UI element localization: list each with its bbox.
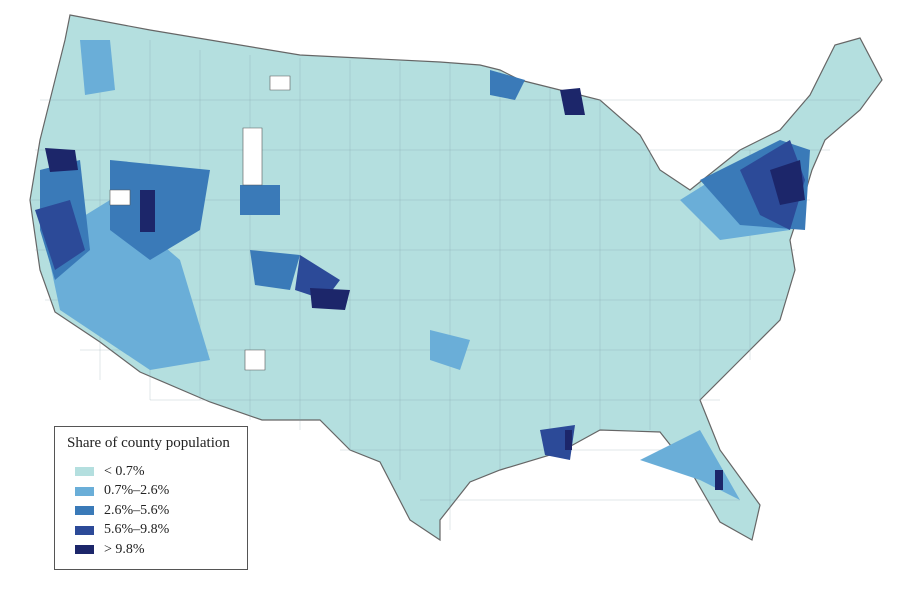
legend-swatch xyxy=(75,486,94,496)
share-over-9.8-regions xyxy=(45,88,805,490)
legend-label: < 0.7% xyxy=(104,463,145,479)
share-5.6-9.8-regions xyxy=(35,140,805,460)
legend-swatch xyxy=(75,525,94,535)
legend-swatch xyxy=(75,467,94,477)
legend-item: 0.7%–2.6% xyxy=(67,482,235,502)
legend-label: 0.7%–2.6% xyxy=(104,483,170,499)
legend-item: < 0.7% xyxy=(67,462,235,482)
legend-label: > 9.8% xyxy=(104,541,145,557)
legend-label: 2.6%–5.6% xyxy=(104,502,170,518)
no-data-counties xyxy=(109,75,291,371)
legend-item: 2.6%–5.6% xyxy=(67,501,235,521)
legend-label: 5.6%–9.8% xyxy=(104,522,170,538)
legend-swatch xyxy=(75,506,94,516)
legend-title: Share of county population xyxy=(67,435,230,451)
legend-item: 5.6%–9.8% xyxy=(67,521,235,541)
legend-item: > 9.8% xyxy=(67,540,235,560)
legend-swatch xyxy=(75,545,94,555)
map-legend: Share of county population < 0.7% 0.7%–2.… xyxy=(54,426,248,570)
